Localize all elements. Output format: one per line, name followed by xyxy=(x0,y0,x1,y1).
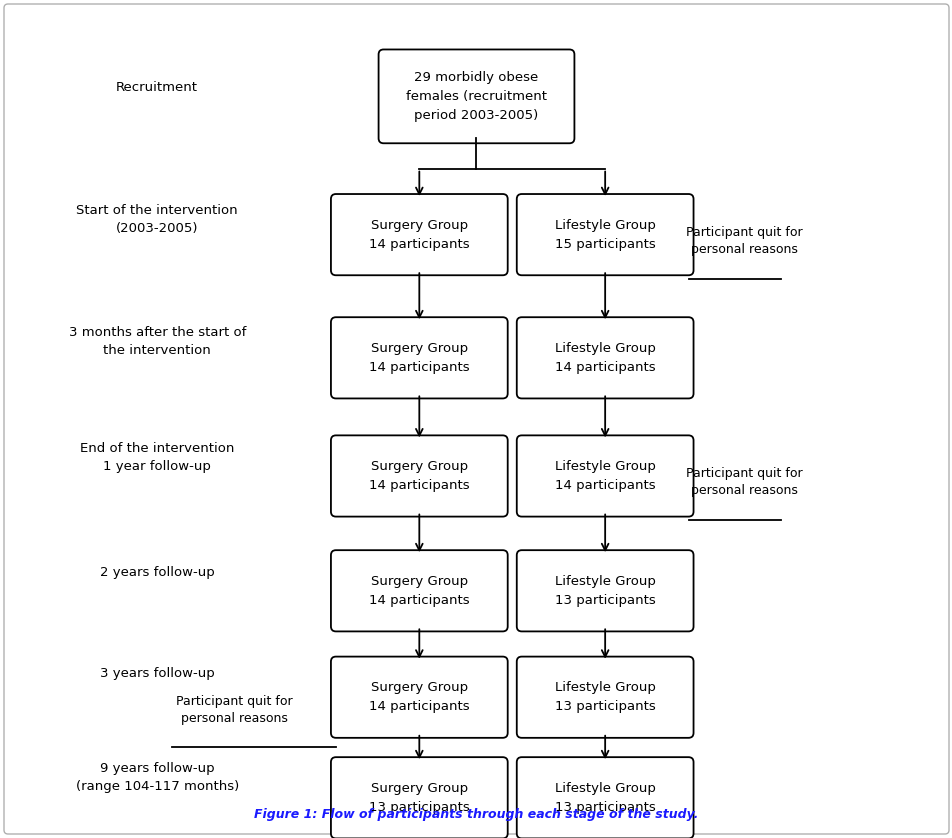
Text: Recruitment: Recruitment xyxy=(116,81,198,95)
Text: 3 years follow-up: 3 years follow-up xyxy=(100,667,214,680)
FancyBboxPatch shape xyxy=(516,318,693,398)
FancyBboxPatch shape xyxy=(516,657,693,737)
Text: Participant quit for
personal reasons: Participant quit for personal reasons xyxy=(176,695,292,725)
FancyBboxPatch shape xyxy=(330,657,507,737)
FancyBboxPatch shape xyxy=(330,318,507,398)
Text: Surgery Group
14 participants: Surgery Group 14 participants xyxy=(368,681,469,713)
FancyBboxPatch shape xyxy=(330,436,507,516)
Text: Figure 1: Flow of participants through each stage of the study.: Figure 1: Flow of participants through e… xyxy=(254,808,698,821)
Text: 3 months after the start of
the intervention: 3 months after the start of the interven… xyxy=(69,326,246,356)
FancyBboxPatch shape xyxy=(378,49,574,143)
Text: Surgery Group
14 participants: Surgery Group 14 participants xyxy=(368,342,469,374)
FancyBboxPatch shape xyxy=(4,4,948,834)
Text: Lifestyle Group
14 participants: Lifestyle Group 14 participants xyxy=(554,460,655,492)
Text: Surgery Group
14 participants: Surgery Group 14 participants xyxy=(368,219,469,251)
Text: Lifestyle Group
13 participants: Lifestyle Group 13 participants xyxy=(554,575,655,607)
Text: Surgery Group
14 participants: Surgery Group 14 participants xyxy=(368,460,469,492)
Text: Lifestyle Group
14 participants: Lifestyle Group 14 participants xyxy=(554,342,655,374)
Text: 29 morbidly obese
females (recruitment
period 2003-2005): 29 morbidly obese females (recruitment p… xyxy=(406,71,546,122)
Text: Start of the intervention
(2003-2005): Start of the intervention (2003-2005) xyxy=(76,204,238,235)
Text: 2 years follow-up: 2 years follow-up xyxy=(100,566,214,579)
Text: End of the intervention
1 year follow-up: End of the intervention 1 year follow-up xyxy=(80,442,234,473)
Text: Participant quit for
personal reasons: Participant quit for personal reasons xyxy=(685,468,802,497)
FancyBboxPatch shape xyxy=(330,194,507,275)
FancyBboxPatch shape xyxy=(516,436,693,516)
Text: Lifestyle Group
13 participants: Lifestyle Group 13 participants xyxy=(554,782,655,814)
Text: Surgery Group
14 participants: Surgery Group 14 participants xyxy=(368,575,469,607)
FancyBboxPatch shape xyxy=(330,758,507,838)
Text: Lifestyle Group
13 participants: Lifestyle Group 13 participants xyxy=(554,681,655,713)
Text: 9 years follow-up
(range 104-117 months): 9 years follow-up (range 104-117 months) xyxy=(75,763,239,793)
Text: Participant quit for
personal reasons: Participant quit for personal reasons xyxy=(685,226,802,256)
FancyBboxPatch shape xyxy=(516,758,693,838)
Text: Lifestyle Group
15 participants: Lifestyle Group 15 participants xyxy=(554,219,655,251)
FancyBboxPatch shape xyxy=(330,551,507,631)
FancyBboxPatch shape xyxy=(516,551,693,631)
FancyBboxPatch shape xyxy=(516,194,693,275)
Text: Surgery Group
13 participants: Surgery Group 13 participants xyxy=(368,782,469,814)
